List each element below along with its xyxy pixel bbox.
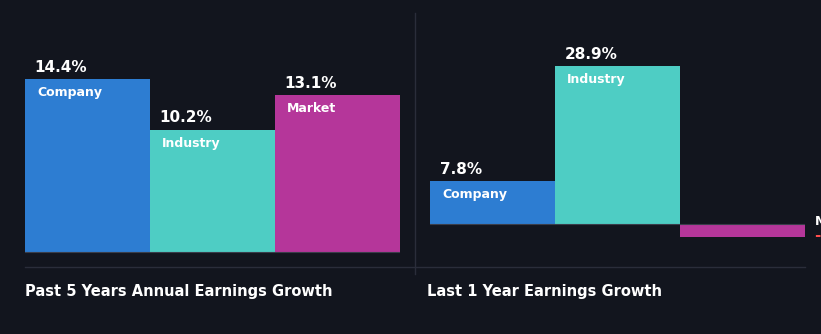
Text: -2.4%: -2.4% <box>814 228 821 243</box>
Text: 14.4%: 14.4% <box>34 60 87 75</box>
Text: Industry: Industry <box>567 72 626 86</box>
Text: Industry: Industry <box>162 137 221 150</box>
Text: Market: Market <box>814 215 821 228</box>
Text: Market: Market <box>287 102 337 115</box>
Bar <box>680 224 805 237</box>
Text: Company: Company <box>442 188 507 201</box>
Text: Last 1 Year Earnings Growth: Last 1 Year Earnings Growth <box>427 284 662 299</box>
Text: 13.1%: 13.1% <box>285 75 337 91</box>
Bar <box>274 95 400 252</box>
Bar <box>149 130 274 252</box>
Bar <box>429 181 555 224</box>
Text: Company: Company <box>37 86 102 99</box>
Text: 28.9%: 28.9% <box>565 47 617 62</box>
Bar <box>555 66 680 224</box>
Text: Past 5 Years Annual Earnings Growth: Past 5 Years Annual Earnings Growth <box>25 284 333 299</box>
Text: 7.8%: 7.8% <box>439 162 482 177</box>
Bar <box>25 79 149 252</box>
Text: 10.2%: 10.2% <box>159 110 213 125</box>
